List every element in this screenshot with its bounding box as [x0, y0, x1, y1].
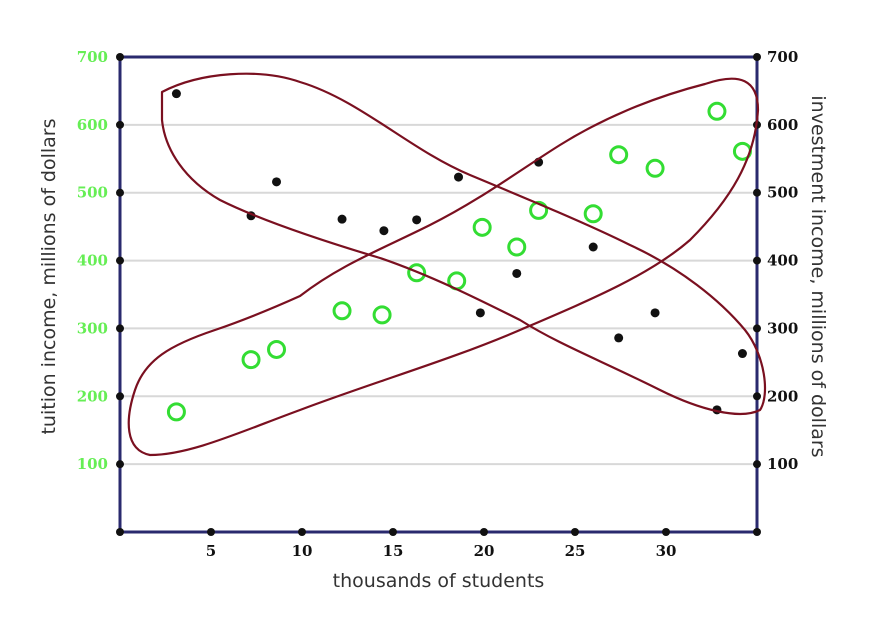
y-tick-label-right: 600	[767, 116, 798, 134]
axis-ticks: 100 100 200 200 300 300 400 400 500 500 600 600 700 7…	[77, 48, 799, 560]
investment-point	[379, 226, 389, 236]
tuition-point	[472, 217, 492, 237]
x-tick-label: 5	[206, 542, 216, 560]
investment-point	[512, 268, 522, 278]
x-axis-label: thousands of students	[333, 570, 545, 592]
y-tick-label-left: 100	[77, 455, 108, 473]
plot-frame	[118, 55, 759, 534]
y-tick-dot-left	[116, 188, 124, 197]
corner-dot	[753, 528, 761, 536]
tuition-point	[583, 204, 603, 224]
x-tick-dot	[662, 528, 670, 536]
y-tick-label-left: 200	[77, 387, 108, 405]
tuition-point	[707, 101, 727, 121]
y-tick-dot-left	[116, 324, 124, 333]
y-axis-label-left: tuition income, millions of dollars	[38, 118, 60, 434]
y-tick-label-left: 600	[77, 116, 108, 134]
y-tick-dot-left	[116, 120, 124, 129]
tuition-point	[166, 402, 186, 422]
tuition-point	[332, 301, 352, 321]
tuition-point	[267, 339, 287, 359]
annotation-loop-tuition	[127, 77, 760, 457]
x-tick-dot	[389, 528, 397, 536]
annotation-loop-investment	[160, 72, 767, 416]
investment-point	[337, 214, 347, 224]
gridlines	[120, 123, 757, 466]
x-tick-label: 10	[292, 542, 313, 560]
x-tick-label: 15	[383, 542, 404, 560]
y-tick-dot-right	[753, 392, 761, 401]
y-tick-label-left: 400	[77, 252, 108, 270]
x-tick-dot	[480, 528, 488, 536]
investment-point	[272, 177, 282, 187]
y-tick-dot-left	[116, 460, 124, 469]
y-tick-label-right: 500	[767, 184, 798, 202]
y-tick-dot-right	[753, 188, 761, 197]
y-tick-label-left: 700	[77, 48, 108, 66]
y-tick-label-right: 700	[767, 48, 798, 66]
x-tick-label: 20	[474, 542, 495, 560]
y-tick-label-right: 400	[767, 252, 798, 270]
investment-point	[650, 308, 660, 318]
tuition-point	[609, 145, 629, 165]
tuition-point	[241, 350, 261, 370]
tuition-point	[529, 200, 549, 220]
y-tick-dot-left	[116, 392, 124, 401]
y-tick-dot-right	[753, 324, 761, 333]
y-tick-label-left: 300	[77, 319, 108, 337]
y-tick-dot-left	[116, 256, 124, 265]
tuition-point	[372, 305, 392, 325]
y-tick-label-right: 300	[767, 319, 798, 337]
x-tick-dot	[207, 528, 215, 536]
y-tick-dot-right	[753, 53, 761, 61]
investment-point	[614, 333, 624, 343]
x-tick-dot	[298, 528, 306, 536]
investment-point	[475, 308, 485, 318]
x-tick-label: 30	[656, 542, 677, 560]
corner-dot	[116, 528, 124, 536]
y-tick-label-left: 500	[77, 184, 108, 202]
tuition-point	[407, 263, 427, 283]
x-tick-label: 25	[565, 542, 586, 560]
data-marks	[166, 89, 752, 422]
investment-point	[171, 89, 181, 99]
investment-point	[412, 215, 422, 225]
y-tick-dot-left	[116, 53, 124, 61]
y-tick-dot-right	[753, 460, 761, 469]
investment-point	[737, 349, 747, 359]
y-axis-label-right: investment income, millions of dollars	[807, 95, 829, 457]
tuition-point	[507, 237, 527, 257]
investment-point	[454, 172, 464, 182]
x-tick-dot	[571, 528, 579, 536]
y-tick-label-right: 200	[767, 387, 798, 405]
hand-drawn-annotation	[127, 72, 767, 457]
y-tick-dot-right	[753, 256, 761, 265]
tuition-point	[645, 158, 665, 178]
investment-point	[588, 242, 598, 252]
y-tick-label-right: 100	[767, 455, 798, 473]
